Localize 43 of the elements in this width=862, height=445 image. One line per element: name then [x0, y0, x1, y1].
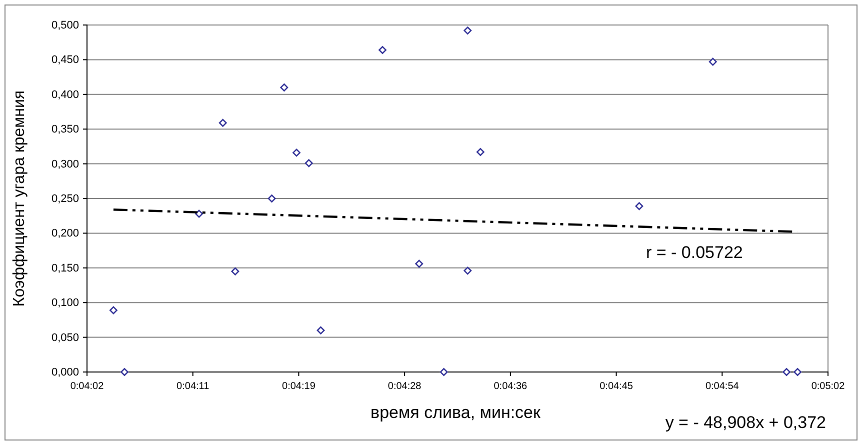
y-tick-label: 0,000: [51, 366, 79, 379]
point: [218, 118, 227, 127]
point: [304, 159, 313, 168]
y-tick-label: 0,150: [51, 262, 79, 274]
x-axis-title: время слива, мин:сек: [370, 403, 542, 422]
point: [782, 368, 791, 376]
point: [635, 202, 644, 210]
point: [378, 46, 386, 54]
point: [120, 368, 128, 376]
x-tick-label: 0:04:02: [70, 381, 104, 392]
point: [268, 194, 276, 202]
y-tick-label: 0,450: [51, 54, 79, 66]
point: [316, 326, 325, 334]
point: [195, 210, 203, 218]
text: y = - 48,908x + 0,372: [665, 413, 826, 432]
x-tick-label: 0:05:02: [811, 381, 846, 392]
point: [440, 368, 448, 376]
point: [292, 148, 300, 157]
y-axis-title: Коэффициент угара кремния: [11, 90, 28, 307]
point: [476, 148, 484, 156]
point: [464, 26, 472, 35]
x-tick-label: 0:04:36: [494, 381, 528, 392]
y-tick-label: 0,350: [51, 124, 79, 136]
point: [109, 306, 118, 314]
y-tick-label: 0,050: [51, 332, 79, 344]
point: [231, 267, 240, 276]
y-tick-label: 0,300: [51, 158, 79, 170]
y-tick-label: 0,400: [51, 88, 79, 101]
x-tick-label: 0:04:11: [176, 381, 210, 392]
y-tick-label: 0,500: [51, 20, 79, 32]
y-tick-label: 0,200: [51, 228, 79, 240]
point: [415, 260, 424, 268]
point: [794, 368, 802, 376]
point: [708, 58, 717, 66]
annotation: r = - 0.05722: [646, 243, 743, 262]
point: [464, 266, 472, 275]
y-tick-label: 0,100: [51, 297, 79, 310]
x-tick-label: 0:04:19: [282, 381, 316, 392]
x-tick-label: 0:04:45: [600, 381, 634, 392]
x-tick-label: 0:04:28: [388, 381, 422, 392]
x-tick-label: 0:04:54: [705, 381, 740, 392]
y-tick-label: 0,250: [51, 193, 79, 206]
point: [280, 83, 288, 92]
